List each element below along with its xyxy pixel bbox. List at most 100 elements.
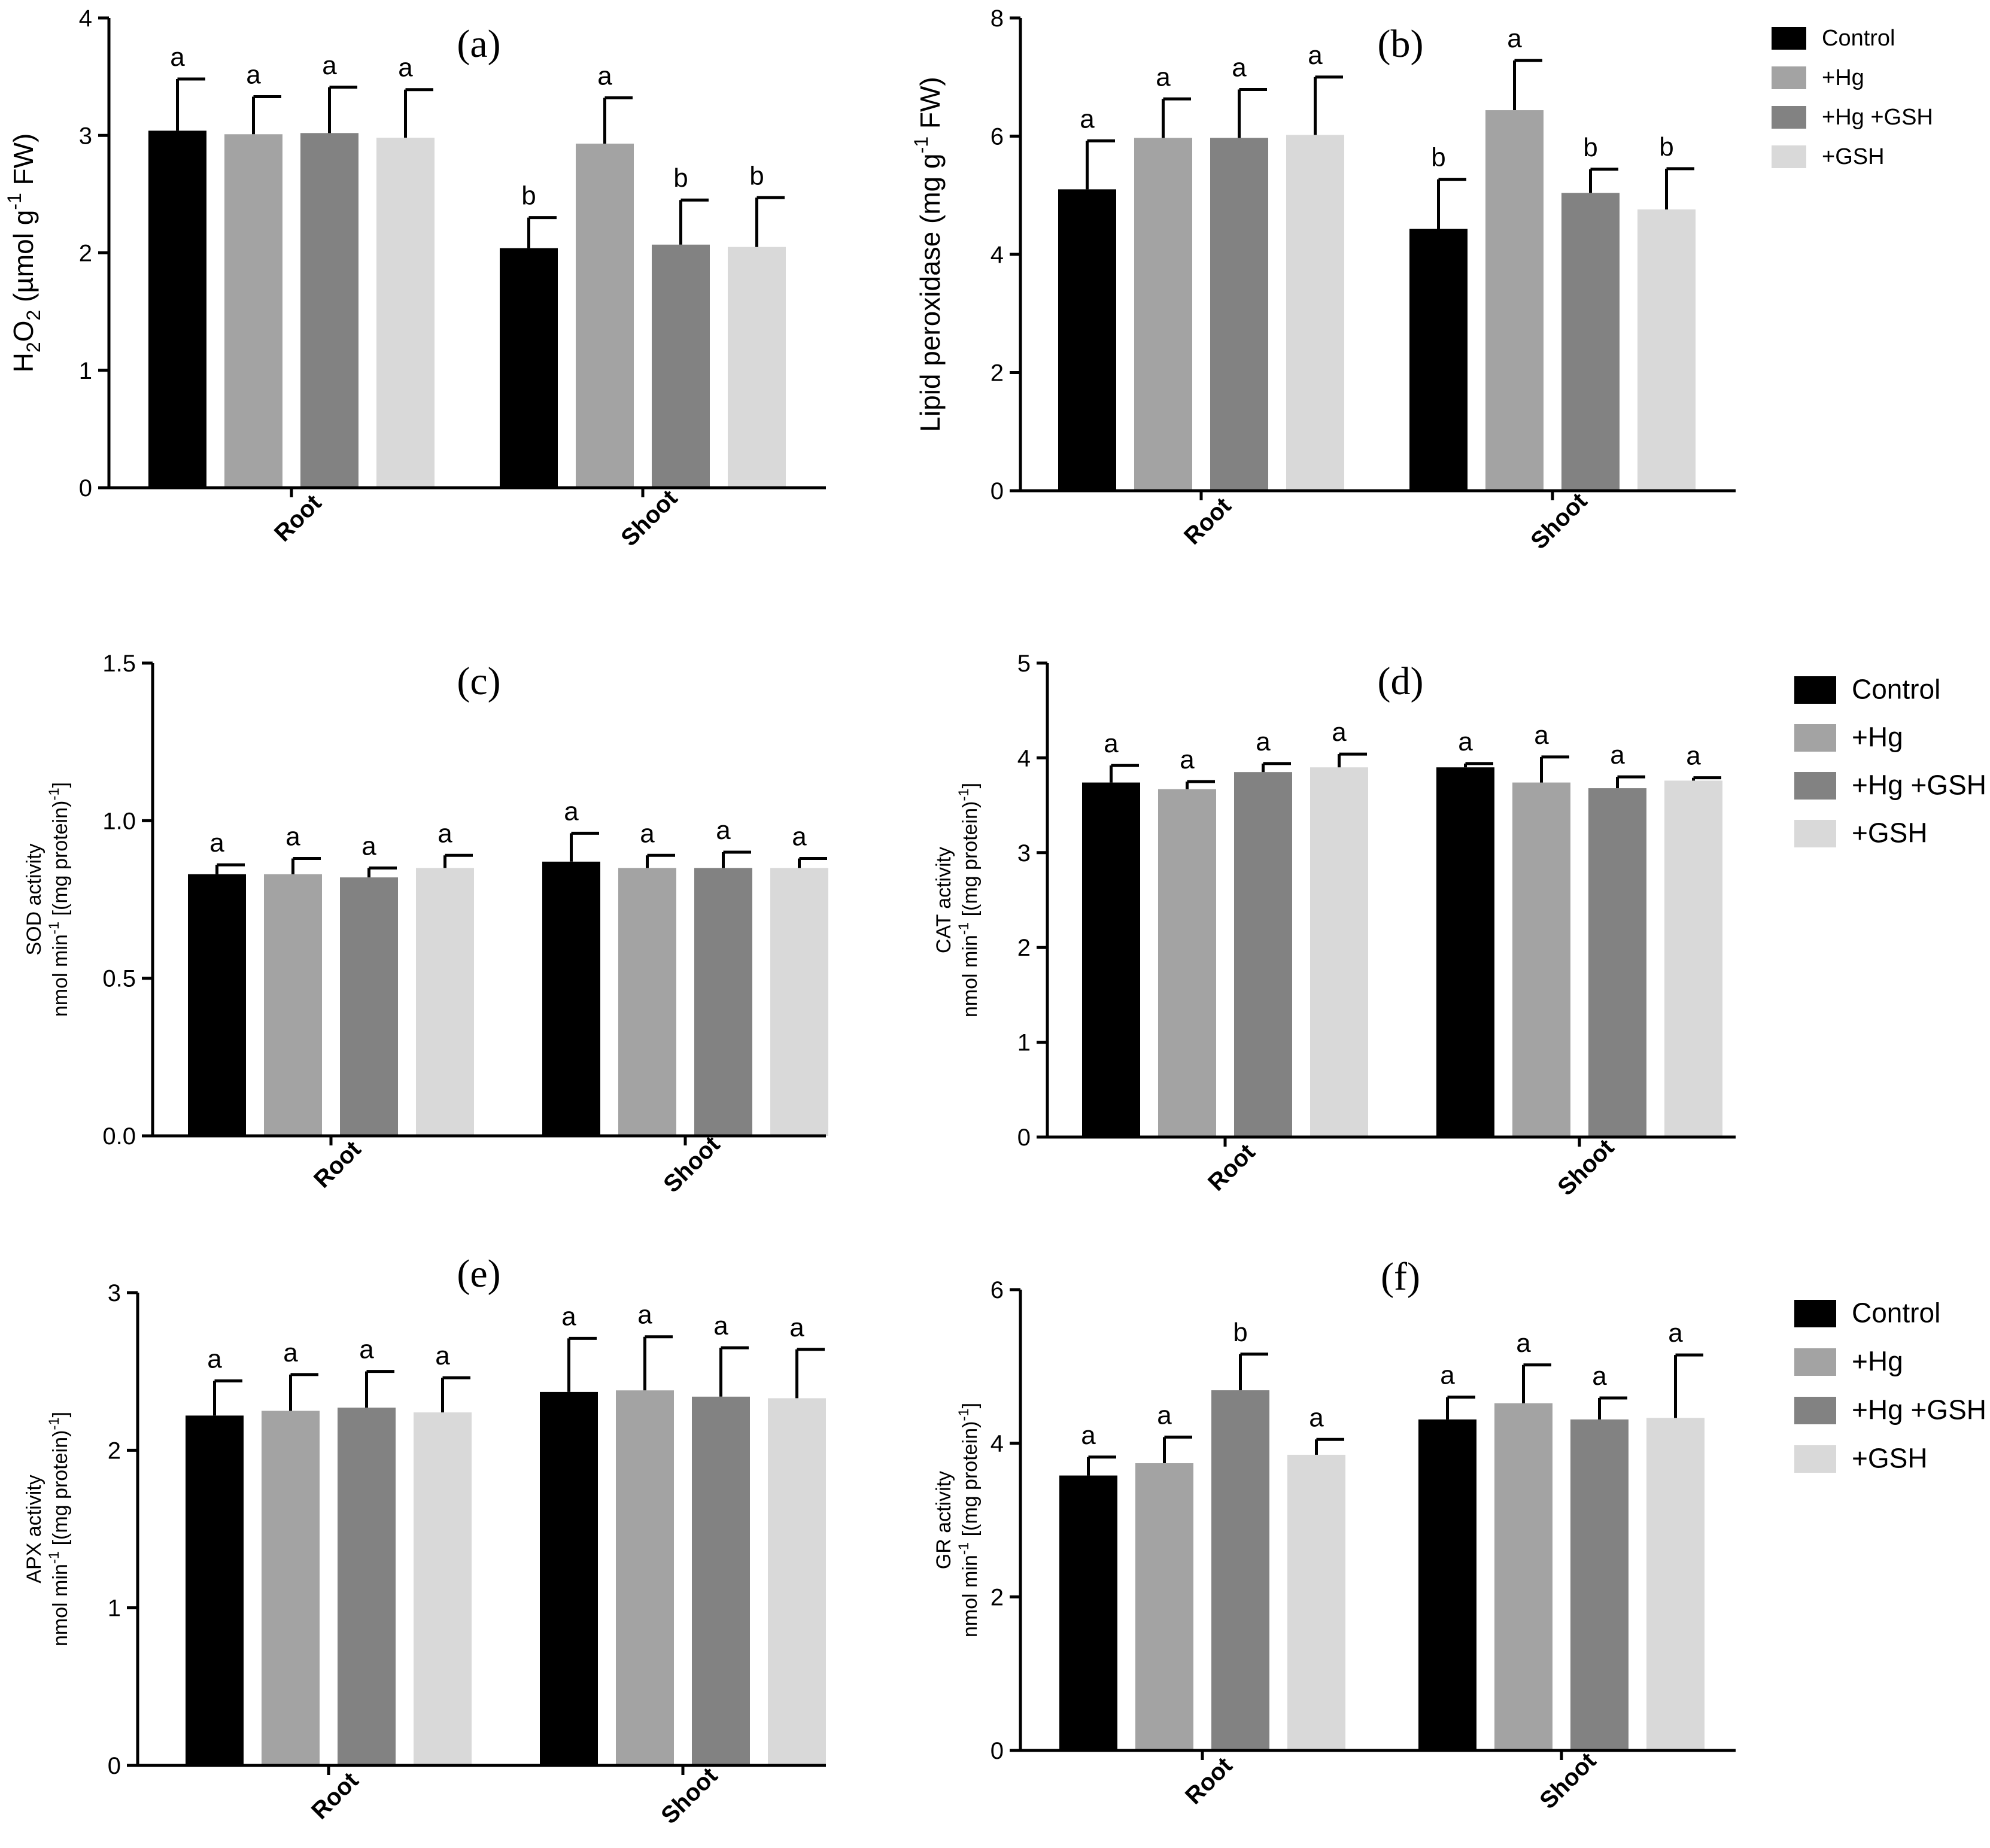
bar-root-gsh <box>416 868 474 1136</box>
legend-swatch <box>1772 145 1806 168</box>
legend-label: +Hg +GSH <box>1852 770 1986 801</box>
chart-panel-f: a a a a b a a a 0 2 4 6 Root Shoot (f) GR activitynmol … <box>932 1255 1736 1814</box>
bar-root-hg <box>264 874 322 1136</box>
significance-letter: a <box>170 42 185 72</box>
significance-letter: a <box>564 797 579 826</box>
bar-root-control <box>148 130 206 488</box>
bar-shoot-gsh <box>770 868 828 1136</box>
y-tick-label: 6 <box>991 124 1004 150</box>
bar-shoot-hggsh <box>692 1396 750 1765</box>
bar-root-hggsh <box>340 877 398 1136</box>
bar-root-control <box>1082 782 1140 1137</box>
legend-swatch <box>1772 27 1806 50</box>
significance-letter: a <box>1232 53 1247 82</box>
bar-root-hggsh <box>1210 138 1268 491</box>
y-axis-label-line1: APX activity <box>23 1475 45 1583</box>
significance-letter: a <box>1081 1421 1096 1450</box>
bar-shoot-hggsh <box>1561 193 1620 491</box>
legend-swatch <box>1772 106 1806 129</box>
significance-letter: a <box>283 1338 298 1367</box>
legend-2: Control +Hg +Hg +GSH +GSH <box>1794 674 1986 849</box>
chart-panel-b: a b a a a b a b 0 2 4 6 8 Root Shoot (b) Lipid peroxidas… <box>910 5 1736 554</box>
significance-letter: a <box>792 822 807 852</box>
significance-letter: b <box>673 163 688 193</box>
y-tick-label: 1.0 <box>102 808 136 834</box>
significance-letter: a <box>207 1344 222 1373</box>
significance-letter: a <box>398 53 413 83</box>
y-tick-label: 0 <box>79 475 92 501</box>
bar-shoot-hggsh <box>694 868 752 1136</box>
legend-label: Control <box>1822 26 1895 51</box>
y-axis-label-line1: CAT activity <box>932 847 955 953</box>
legend-swatch <box>1794 1445 1836 1473</box>
y-tick-label: 1 <box>79 358 92 384</box>
significance-letter: a <box>322 51 337 80</box>
y-tick-label: 0 <box>991 1738 1004 1764</box>
x-tick-label-root: Root <box>306 1767 364 1825</box>
x-tick-label-shoot: Shoot <box>658 1131 725 1197</box>
x-tick-label-shoot: Shoot <box>656 1762 722 1829</box>
bar-root-hg <box>224 134 282 488</box>
legend-1: Control +Hg +Hg +GSH +GSH <box>1772 26 1933 169</box>
significance-letter: a <box>1180 745 1195 774</box>
legend-swatch <box>1794 676 1836 704</box>
significance-letter: a <box>1516 1329 1531 1358</box>
legend-swatch <box>1794 1300 1836 1327</box>
significance-letter: a <box>1592 1361 1607 1391</box>
y-tick-label: 4 <box>991 1431 1004 1457</box>
significance-letter: a <box>1458 727 1473 756</box>
panel-label: (c) <box>457 659 500 703</box>
y-tick-label: 0 <box>1017 1124 1031 1151</box>
panel-label: (f) <box>1381 1255 1420 1299</box>
legend-swatch <box>1794 724 1836 752</box>
bar-root-gsh <box>414 1412 472 1765</box>
y-axis-label-line2: nmol min-1 [(mg protein)-1] <box>956 1403 982 1637</box>
x-tick-label-shoot: Shoot <box>1535 1747 1601 1814</box>
bar-shoot-hg <box>1494 1403 1552 1750</box>
bar-root-gsh <box>1287 1454 1345 1750</box>
y-tick-label: 0 <box>991 478 1004 504</box>
panel-label: (a) <box>457 22 500 66</box>
panel-label: (b) <box>1378 22 1424 66</box>
bar-root-control <box>186 1415 244 1765</box>
significance-letter: a <box>1156 62 1171 92</box>
significance-letter: a <box>438 819 452 848</box>
significance-letter: a <box>1256 727 1271 756</box>
significance-letter: a <box>1440 1361 1455 1390</box>
bar-root-hggsh <box>338 1408 396 1765</box>
panel-label: (e) <box>457 1252 500 1296</box>
bar-root-gsh <box>1286 135 1344 491</box>
bar-shoot-control <box>1436 767 1494 1137</box>
x-tick-label-root: Root <box>1180 1752 1238 1810</box>
bar-root-control <box>1059 1475 1117 1750</box>
significance-letter: a <box>1157 1400 1172 1430</box>
significance-letter: a <box>713 1311 728 1341</box>
bar-shoot-gsh <box>1646 1418 1705 1750</box>
y-tick-label: 0.0 <box>102 1123 136 1150</box>
significance-letter: a <box>1610 740 1625 770</box>
legend-swatch <box>1772 66 1806 89</box>
x-tick-label-root: Root <box>1179 493 1236 550</box>
legend-swatch <box>1794 1397 1836 1424</box>
y-axis-label-line1: GR activity <box>932 1471 955 1569</box>
y-tick-label: 6 <box>991 1277 1004 1303</box>
significance-letter: a <box>640 819 655 848</box>
bar-shoot-gsh <box>768 1398 826 1765</box>
y-tick-label: 3 <box>108 1280 121 1306</box>
bar-shoot-gsh <box>1664 780 1722 1137</box>
chart-panel-d: a a a a a a a a 0 1 2 3 4 5 Root Shoot (d) CAT activitynm… <box>932 651 1736 1200</box>
y-tick-label: 1.5 <box>102 651 136 677</box>
significance-letter: a <box>1104 729 1119 758</box>
legend-label: +GSH <box>1852 1443 1928 1474</box>
significance-letter: a <box>597 61 612 90</box>
x-tick-label-shoot: Shoot <box>1526 488 1592 554</box>
bar-root-hg <box>1134 138 1192 491</box>
legend-label: +Hg <box>1852 722 1903 753</box>
significance-letter: b <box>1659 132 1673 162</box>
y-axis-label-line2: nmol min-1 [(mg protein)-1] <box>46 782 72 1017</box>
y-axis-label: Lipid peroxidase (mg g-1 FW) <box>910 77 946 431</box>
legend-label: +GSH <box>1822 144 1885 169</box>
legend-label: +Hg +GSH <box>1852 1394 1986 1425</box>
y-axis-label: H2O2 (µmol g-1 FW) <box>4 133 44 373</box>
significance-letter: a <box>716 816 731 845</box>
